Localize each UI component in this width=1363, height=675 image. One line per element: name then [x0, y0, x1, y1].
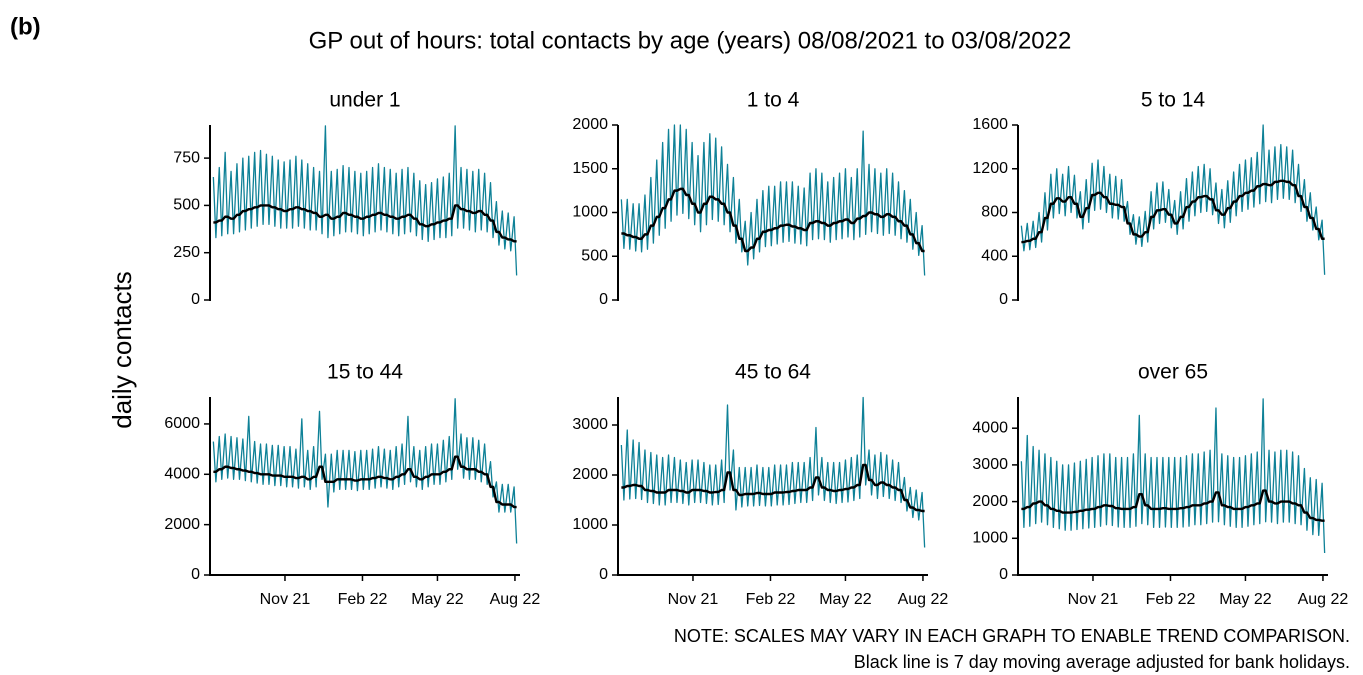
- y-tick-label: 1000: [972, 530, 1008, 547]
- panel-title: 1 to 4: [747, 89, 800, 112]
- y-tick-label: 750: [173, 149, 200, 166]
- series-line: [213, 455, 517, 509]
- series-line: [213, 204, 517, 243]
- series-line: [621, 463, 925, 513]
- y-tick-label: 1200: [972, 160, 1008, 177]
- note: Black line is 7 day moving average adjus…: [854, 652, 1350, 672]
- panel-title: 5 to 14: [1141, 89, 1206, 112]
- y-tick-label: 6000: [164, 415, 200, 432]
- y-tick-label: 1500: [572, 160, 608, 177]
- y-tick-label: 4000: [972, 419, 1008, 436]
- note: NOTE: SCALES MAY VARY IN EACH GRAPH TO E…: [674, 626, 1350, 646]
- y-tick-label: 0: [191, 291, 200, 308]
- y-axis-label: daily contacts: [107, 271, 137, 429]
- y-tick-label: 1000: [572, 204, 608, 221]
- x-tick-label: May 22: [411, 591, 464, 608]
- x-tick-label: May 22: [1219, 591, 1272, 608]
- panel-title: 15 to 44: [327, 361, 403, 384]
- figure-title: GP out of hours: total contacts by age (…: [309, 27, 1072, 54]
- series-line: [1021, 179, 1325, 244]
- y-tick-label: 2000: [972, 493, 1008, 510]
- x-tick-label: Aug 22: [490, 591, 541, 608]
- y-tick-label: 500: [581, 247, 608, 264]
- y-tick-label: 4000: [164, 466, 200, 483]
- x-tick-label: Feb 22: [746, 591, 796, 608]
- series-line: [1020, 398, 1326, 554]
- y-tick-label: 0: [191, 566, 200, 583]
- x-tick-label: Aug 22: [898, 591, 949, 608]
- x-tick-label: Nov 21: [1068, 591, 1119, 608]
- y-tick-label: 1600: [972, 116, 1008, 133]
- panel-title: over 65: [1138, 361, 1208, 384]
- y-tick-label: 0: [999, 291, 1008, 308]
- y-tick-label: 2000: [164, 516, 200, 533]
- y-tick-label: 2000: [572, 116, 608, 133]
- y-tick-label: 3000: [972, 456, 1008, 473]
- series-line: [1021, 489, 1325, 522]
- series-line: [1020, 124, 1326, 275]
- series-line: [620, 124, 926, 276]
- y-tick-label: 0: [599, 291, 608, 308]
- x-tick-label: May 22: [819, 591, 872, 608]
- y-tick-label: 500: [173, 197, 200, 214]
- x-tick-label: Nov 21: [668, 591, 719, 608]
- y-tick-label: 3000: [572, 416, 608, 433]
- series-line: [621, 187, 925, 253]
- panel-title: under 1: [329, 89, 400, 112]
- y-tick-label: 0: [999, 566, 1008, 583]
- series-line: [212, 398, 518, 544]
- series-line: [212, 125, 518, 276]
- x-tick-label: Feb 22: [1146, 591, 1196, 608]
- y-tick-label: 1000: [572, 516, 608, 533]
- y-tick-label: 0: [599, 566, 608, 583]
- y-tick-label: 250: [173, 244, 200, 261]
- x-tick-label: Nov 21: [260, 591, 311, 608]
- panel-label: (b): [10, 13, 41, 40]
- y-tick-label: 400: [981, 247, 1008, 264]
- x-tick-label: Aug 22: [1298, 591, 1349, 608]
- series-line: [620, 396, 926, 548]
- y-tick-label: 2000: [572, 466, 608, 483]
- panel-title: 45 to 64: [735, 361, 811, 384]
- x-tick-label: Feb 22: [338, 591, 388, 608]
- y-tick-label: 800: [981, 204, 1008, 221]
